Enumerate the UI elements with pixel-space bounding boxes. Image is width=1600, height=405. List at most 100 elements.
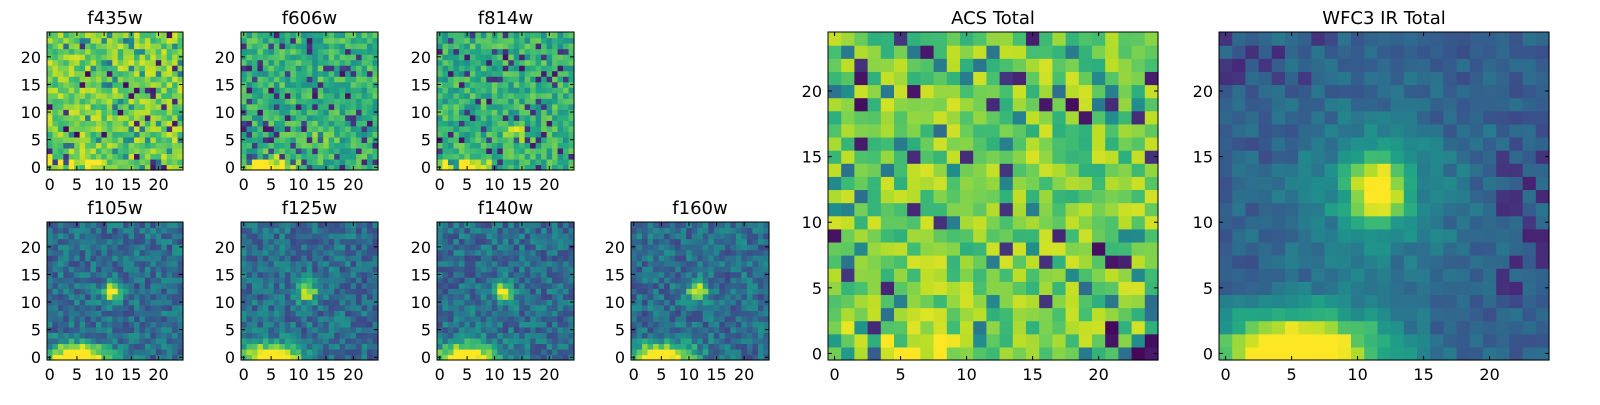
heatmap-cell — [747, 299, 753, 305]
heatmap-cell — [156, 294, 162, 300]
heatmap-cell — [356, 131, 362, 137]
heatmap-cell — [91, 266, 97, 272]
heatmap-cell — [252, 137, 258, 143]
heatmap-cell — [246, 239, 252, 245]
heatmap-cell — [285, 277, 291, 283]
heatmap-cell — [274, 310, 280, 316]
heatmap-cell — [290, 250, 296, 256]
heatmap-cell — [241, 104, 247, 110]
heatmap-cell — [730, 316, 736, 322]
heatmap-cell — [345, 305, 351, 311]
heatmap-cell — [263, 115, 269, 121]
heatmap-cell — [362, 120, 368, 126]
heatmap-cell — [448, 65, 454, 71]
heatmap-cell — [167, 104, 173, 110]
heatmap-cell — [123, 65, 129, 71]
heatmap-cell — [118, 137, 124, 143]
heatmap-cell — [697, 299, 703, 305]
heatmap-cell — [442, 93, 448, 99]
heatmap-cell — [868, 334, 882, 348]
heatmap-cell — [697, 277, 703, 283]
heatmap-cell — [481, 261, 487, 267]
heatmap-cell — [960, 334, 974, 348]
heatmap-cell — [492, 65, 498, 71]
heatmap-cell — [101, 115, 107, 121]
heatmap-cell — [503, 233, 509, 239]
heatmap-cell — [161, 93, 167, 99]
heatmap-cell — [279, 261, 285, 267]
heatmap-cell — [285, 82, 291, 88]
heatmap-cell — [973, 150, 987, 164]
heatmap-cell — [112, 294, 118, 300]
heatmap-cell — [725, 349, 731, 355]
heatmap-cell — [492, 299, 498, 305]
heatmap-cell — [145, 277, 151, 283]
heatmap-cell — [172, 244, 178, 250]
heatmap-cell — [74, 49, 80, 55]
heatmap-cell — [107, 316, 113, 322]
heatmap-cell — [470, 327, 476, 333]
heatmap-cell — [536, 71, 542, 77]
heatmap-cell — [340, 272, 346, 278]
heatmap-cell — [492, 38, 498, 44]
heatmap-cell — [58, 104, 64, 110]
heatmap-cell — [312, 109, 318, 115]
heatmap-cell — [290, 65, 296, 71]
heatmap-cell — [547, 305, 553, 311]
heatmap-cell — [263, 299, 269, 305]
heatmap-cell — [486, 32, 492, 38]
heatmap-cell — [167, 343, 173, 349]
heatmap-cell — [129, 294, 135, 300]
heatmap-cell — [854, 308, 868, 322]
heatmap-cell — [69, 148, 75, 154]
x-tick-label: 20 — [148, 365, 168, 384]
heatmap-cell — [1066, 163, 1080, 177]
heatmap-cell — [1118, 268, 1132, 282]
heatmap-cell — [1092, 268, 1106, 282]
heatmap-cell — [703, 255, 709, 261]
heatmap-cell — [85, 32, 91, 38]
heatmap-cell — [631, 288, 637, 294]
heatmap-cell — [301, 310, 307, 316]
heatmap-cell — [96, 115, 102, 121]
heatmap-cell — [296, 98, 302, 104]
heatmap-cell — [69, 277, 75, 283]
heatmap-cell — [161, 71, 167, 77]
heatmap-cell — [279, 142, 285, 148]
y-tick-label: 5 — [421, 131, 431, 150]
heatmap-cell — [503, 142, 509, 148]
heatmap-cell — [139, 283, 145, 289]
heatmap-cell — [536, 126, 542, 132]
heatmap-cell — [47, 310, 53, 316]
heatmap-cell — [296, 277, 302, 283]
heatmap-cell — [252, 131, 258, 137]
heatmap-cell — [508, 222, 514, 228]
heatmap-cell — [692, 283, 698, 289]
heatmap-cell — [107, 32, 113, 38]
heatmap-cell — [268, 233, 274, 239]
heatmap-cell — [730, 310, 736, 316]
heatmap-cell — [96, 32, 102, 38]
heatmap-cell — [736, 338, 742, 344]
heatmap-cell — [96, 60, 102, 66]
heatmap-cell — [442, 38, 448, 44]
heatmap-cell — [356, 255, 362, 261]
heatmap-cell — [301, 327, 307, 333]
heatmap-cell — [714, 338, 720, 344]
heatmap-cell — [514, 327, 520, 333]
heatmap-cell — [558, 71, 564, 77]
heatmap-cell — [503, 338, 509, 344]
heatmap-cell — [481, 38, 487, 44]
heatmap-cell — [725, 288, 731, 294]
heatmap-cell — [145, 65, 151, 71]
heatmap-cell — [492, 233, 498, 239]
heatmap-cell — [492, 76, 498, 82]
heatmap-cell — [107, 93, 113, 99]
heatmap-cell — [123, 54, 129, 60]
heatmap-cell — [530, 250, 536, 256]
heatmap-cell — [536, 54, 542, 60]
heatmap-cell — [741, 266, 747, 272]
heatmap-cell — [486, 255, 492, 261]
heatmap-cell — [123, 142, 129, 148]
heatmap-cell — [697, 261, 703, 267]
